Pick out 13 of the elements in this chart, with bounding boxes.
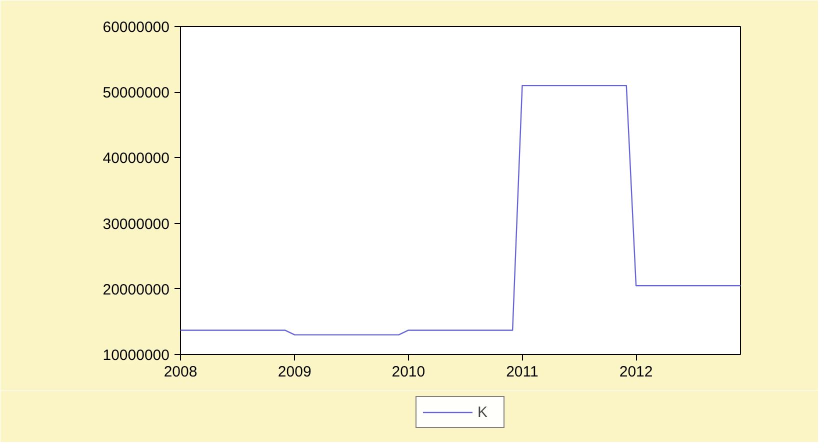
y-tick-label: 40000000 [102, 150, 170, 168]
x-tick-label: 2010 [392, 364, 426, 380]
x-tick-label: 2008 [164, 364, 198, 380]
y-tick-label: 20000000 [102, 281, 170, 298]
y-tick-label: 30000000 [102, 216, 170, 233]
line-series [180, 84, 740, 336]
y-tick-label: 60000000 [102, 19, 170, 36]
x-tick-label: 2009 [278, 364, 312, 380]
x-tick-label: 2011 [506, 364, 538, 380]
legend-label: K [478, 403, 489, 421]
x-tick-label: 2012 [619, 364, 653, 380]
y-tick-label: 10000000 [102, 347, 170, 364]
y-tick-label: 50000000 [102, 84, 170, 102]
